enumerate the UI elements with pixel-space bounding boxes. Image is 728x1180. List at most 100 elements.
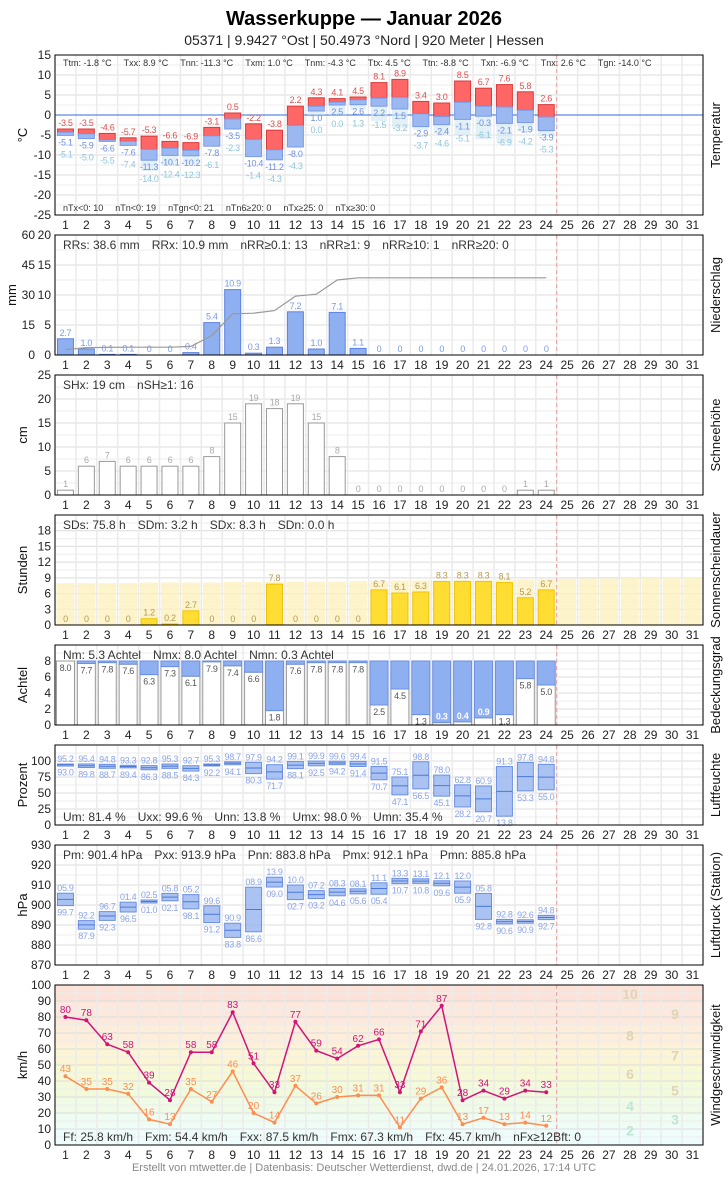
- cloud-bar: [264, 660, 284, 712]
- stat-item: Txm: 1.0 °C: [245, 58, 293, 68]
- y-tick-label: 50: [38, 1058, 52, 1072]
- sun-label: 6.3: [415, 581, 427, 591]
- panels: 151050-5-10-15-20-25-3.5-5.1-5.1-3.5-5.9…: [4, 48, 723, 1162]
- stat-item: nRR≥20: 0: [452, 238, 510, 252]
- cloud-label: 1.3: [499, 717, 511, 727]
- tmin-bar: [391, 96, 409, 110]
- x-tick-label: 29: [644, 628, 658, 642]
- mean-wind-line: [65, 1069, 547, 1129]
- y-tick-label: -5: [40, 128, 51, 142]
- plot-frame: [54, 54, 704, 216]
- gust-label: 51: [248, 1051, 260, 1062]
- stat-item: nTx<0: 10: [63, 203, 103, 213]
- max-label: 11.1: [371, 873, 387, 883]
- min-label: 45.1: [434, 798, 451, 808]
- tmin-bar: [119, 140, 137, 146]
- sun-label: 0: [230, 614, 235, 624]
- sun-label: 5.2: [520, 587, 532, 597]
- snow-label: 0: [356, 484, 361, 494]
- x-tick-label: 18: [414, 628, 428, 642]
- sun-label: 0: [209, 614, 214, 624]
- min-label: 20.7: [475, 814, 492, 824]
- x-tick-label: 27: [602, 498, 616, 512]
- cloud-bar: [474, 660, 494, 719]
- max-label: 05.8: [162, 883, 179, 893]
- max-label: 94.8: [538, 754, 555, 764]
- mean-wind-point: [188, 1087, 193, 1091]
- x-tick-label: 29: [644, 498, 658, 512]
- tground-label: -5.0: [79, 153, 94, 163]
- stat-item: RRx: 10.9 mm: [152, 238, 229, 252]
- min-label: 55.0: [538, 792, 555, 802]
- y-tick-label: 100: [31, 978, 51, 992]
- gust-point: [460, 1098, 465, 1103]
- gust-label: 33: [269, 1080, 281, 1091]
- sun-label: 2.7: [185, 600, 197, 610]
- tmax-label: 8.9: [394, 68, 406, 78]
- cloud-label: 8.0: [60, 663, 72, 673]
- precip-label: 0.1: [101, 343, 113, 353]
- y-tick-label: 25: [38, 802, 52, 816]
- tmax-bar: [161, 140, 179, 149]
- tmax-bar: [391, 78, 409, 98]
- tmax-label: 4.3: [310, 87, 322, 97]
- mean-wind-label: 36: [436, 1075, 448, 1086]
- gust-label: 58: [123, 1040, 135, 1051]
- gust-point: [167, 1098, 172, 1103]
- x-tick-label: 27: [602, 628, 616, 642]
- stat-item: Tnn: -11.3 °C: [180, 58, 233, 68]
- x-tick-label: 20: [456, 828, 470, 842]
- snow-bar: [77, 465, 95, 496]
- mean-wind-label: 31: [373, 1083, 385, 1094]
- gust-point: [230, 1010, 235, 1015]
- plot-frame: [54, 374, 704, 496]
- tmax-bar: [516, 91, 534, 111]
- x-tick-label: 8: [208, 1148, 215, 1162]
- mean-wind-label: 31: [353, 1083, 365, 1094]
- beaufort-band: [55, 1002, 703, 1025]
- min-label: 56.5: [413, 791, 430, 801]
- cloud-label: 4.5: [394, 691, 406, 701]
- x-tick-label: 22: [498, 728, 512, 742]
- x-tick-label: 22: [498, 218, 512, 232]
- min-label: 53.3: [517, 793, 534, 803]
- x-tick-label: 20: [456, 628, 470, 642]
- y-axis-label: mm: [4, 284, 19, 306]
- snow-label: 0: [460, 484, 465, 494]
- x-tick-label: 25: [560, 968, 574, 982]
- x-tick-label: 29: [644, 828, 658, 842]
- gust-label: 78: [81, 1008, 93, 1019]
- mean-wind-label: 14: [520, 1111, 532, 1122]
- max-label: 98.8: [413, 752, 430, 762]
- possible-sun-bar: [223, 582, 242, 625]
- y-axis-label: Stunden: [15, 546, 30, 594]
- stats-line: Ttm: -1.8 °C Txx: 8.9 °C Tnn: -11.3 °C Txm:…: [63, 58, 652, 68]
- y-tick-label: 12: [38, 555, 52, 569]
- tmax-bar: [454, 80, 472, 103]
- x-tick-label: 1: [62, 828, 69, 842]
- gust-point: [502, 1096, 507, 1101]
- precip-label: 0: [147, 344, 152, 354]
- stat-item: Nm: 5.3 Achtel: [63, 648, 141, 662]
- x-tick-label: 23: [519, 968, 533, 982]
- x-tick-label: 28: [623, 828, 637, 842]
- y-tick-label: 0: [44, 718, 51, 732]
- sun-label: 0: [105, 614, 110, 624]
- stat-item: Tnm: -4.3 °C: [305, 58, 357, 68]
- precip-label: 0.3: [248, 342, 260, 352]
- sun-bar: [516, 597, 534, 626]
- x-tick-label: 12: [289, 628, 303, 642]
- x-tick-label: 13: [310, 358, 324, 372]
- sun-label: 0: [293, 614, 298, 624]
- gust-label: 54: [332, 1047, 344, 1058]
- gust-label: 33: [541, 1080, 553, 1091]
- possible-sun-bar: [349, 581, 368, 625]
- x-tick-label: 9: [229, 968, 236, 982]
- tground-label: -12.3: [181, 170, 200, 180]
- max-label: 01.4: [120, 892, 137, 902]
- y-tick-label: 18: [38, 524, 52, 538]
- panel-side-label: Schneehöhe: [708, 398, 723, 471]
- mean-wind-point: [460, 1122, 465, 1127]
- tmax-bar: [119, 137, 137, 142]
- gust-point: [63, 1015, 68, 1019]
